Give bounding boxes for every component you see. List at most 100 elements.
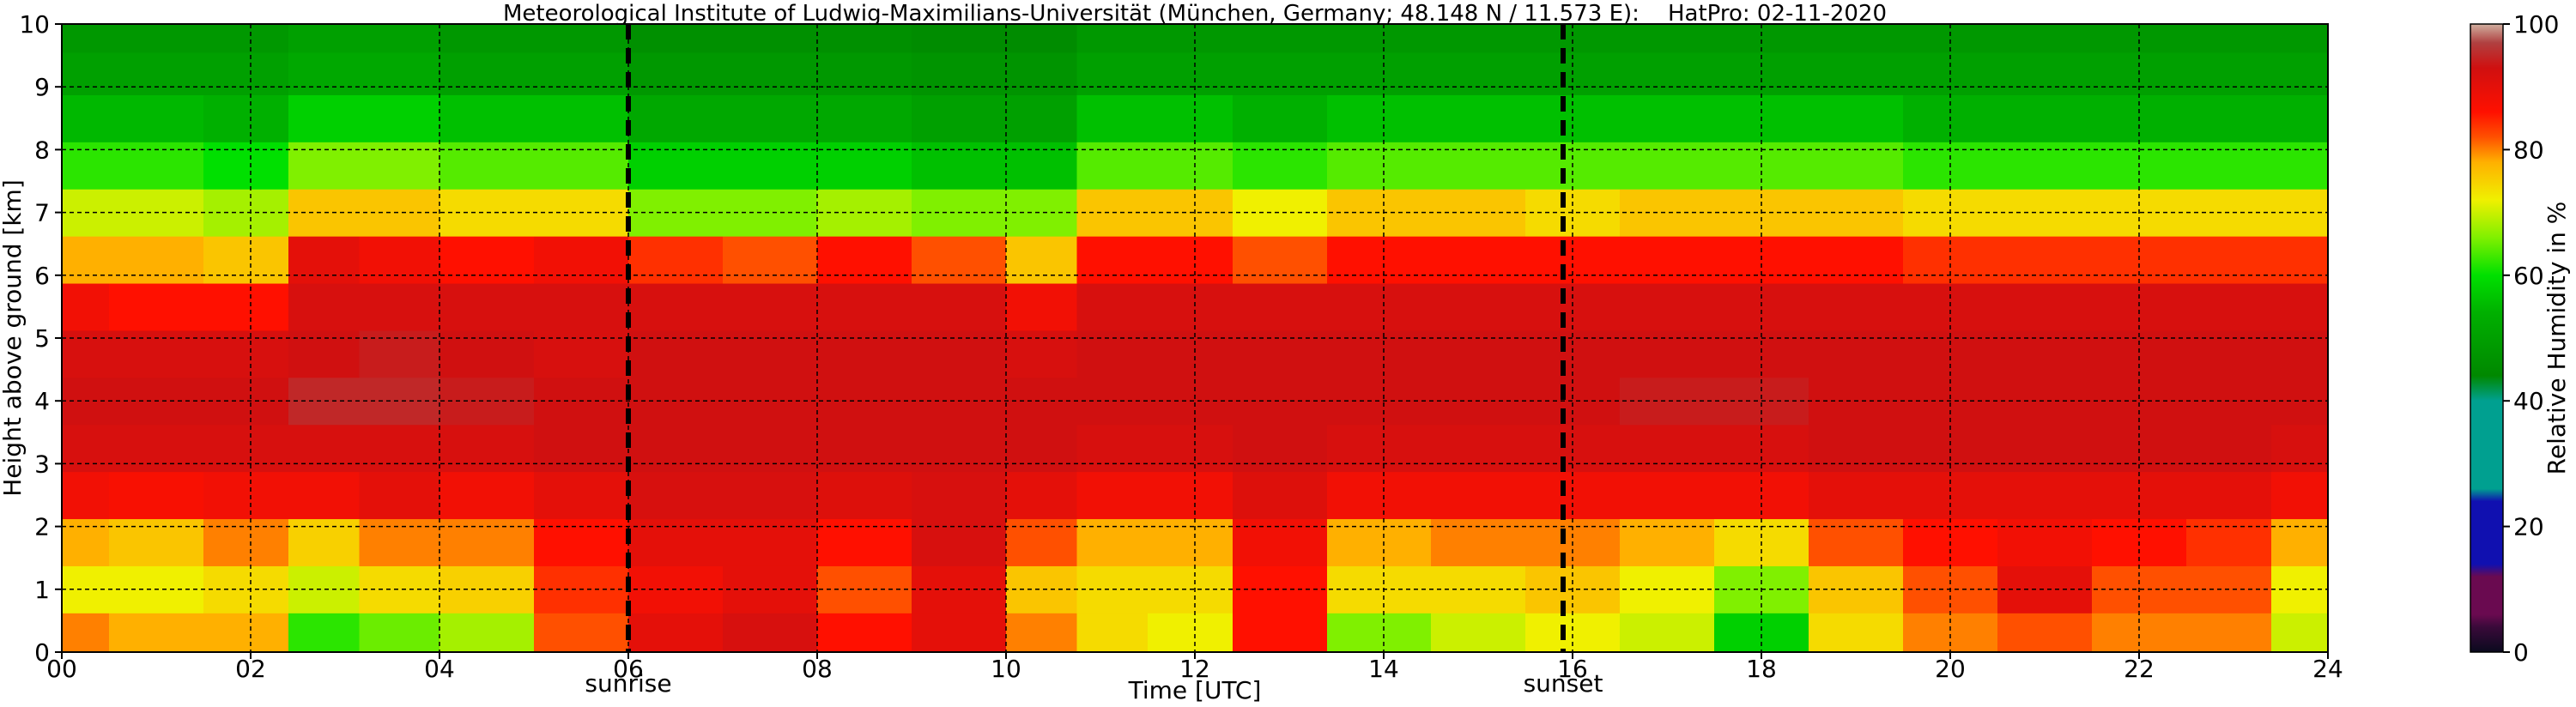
heatmap-cell [1809,236,1904,284]
heatmap-cell [1327,518,1432,566]
heatmap-cell [1997,518,2093,566]
heatmap-cell [1233,471,1328,520]
heatmap-cell [1148,424,1233,473]
heatmap-cell [1809,424,1904,473]
heatmap-cell [1620,282,1715,331]
heatmap-cell [1006,565,1078,613]
heatmap-cell [1620,24,1715,53]
heatmap-cell [288,613,361,652]
heatmap-cell [2271,329,2328,378]
heatmap-cell [1997,236,2093,284]
heatmap-cell [1620,518,1715,566]
heatmap-cell [359,94,440,142]
heatmap-cell [1431,471,1526,520]
heatmap-cell [359,236,440,284]
heatmap-cell [359,24,440,53]
heatmap-cell [1233,565,1328,613]
heatmap-cell [1809,94,1904,142]
y-tick-label: 8 [34,136,50,164]
heatmap-cell [2271,51,2328,95]
heatmap-cell [628,94,724,142]
heatmap-cell [723,424,818,473]
heatmap-cell [1233,94,1328,142]
heatmap-cell [1903,282,1998,331]
heatmap-cell [288,282,361,331]
heatmap-cell [912,236,1007,284]
y-tick-label: 9 [34,73,50,101]
heatmap-cell [817,94,912,142]
heatmap-cell [439,613,535,652]
heatmap-cell [628,51,724,95]
heatmap-cell [534,613,629,652]
colorbar-tick-label: 60 [2513,262,2544,290]
heatmap-cell [1233,51,1328,95]
heatmap-cell [109,282,204,331]
heatmap-cell [817,236,912,284]
heatmap-cell [439,424,535,473]
heatmap-cell [1809,329,1904,378]
heatmap-cell [1006,518,1078,566]
heatmap-cell [723,236,818,284]
heatmap-cell [1997,94,2093,142]
heatmap-cell [1076,51,1149,95]
heatmap-cell [534,329,629,378]
heatmap-cell [723,94,818,142]
heatmap-cell [1809,142,1904,190]
heatmap-cell [109,94,204,142]
heatmap-cell [912,142,1007,190]
heatmap-cell [62,424,110,473]
heatmap-cell [62,613,110,652]
heatmap-cell [817,142,912,190]
heatmap-cell [723,329,818,378]
heatmap-cell [109,142,204,190]
heatmap-cell [1076,471,1149,520]
heatmap-cell [1809,518,1904,566]
y-tick-label: 5 [34,324,50,353]
heatmap-cell [1997,613,2093,652]
heatmap-cell [1076,236,1149,284]
heatmap-cell [1148,142,1233,190]
heatmap-cell [203,51,289,95]
x-tick-label: 12 [1179,655,1210,683]
heatmap-cell [203,424,289,473]
heatmap-cell [2186,142,2272,190]
heatmap-cell [1620,142,1715,190]
heatmap-cell [288,236,361,284]
heatmap-cell [288,94,361,142]
heatmap-cell [203,94,289,142]
heatmap-cell [62,142,110,190]
heatmap-cell [1809,24,1904,53]
heatmap-cell [1620,329,1715,378]
heatmap-cell [1620,189,1715,237]
heatmap-cell [203,24,289,53]
heatmap-cell [534,24,629,53]
heatmap-cell [2271,613,2328,652]
heatmap-cell [359,282,440,331]
heatmap-cell [2271,282,2328,331]
heatmap-cell [2271,24,2328,53]
heatmap-cell [1431,94,1526,142]
heatmap-cell [439,282,535,331]
heatmap-cell [288,24,361,53]
heatmap-cell [439,471,535,520]
heatmap-cell [628,236,724,284]
x-tick-label: 04 [424,655,455,683]
heatmap-cell [203,377,289,426]
heatmap-cell [1327,329,1432,378]
heatmap-cell [288,142,361,190]
heatmap-cell [203,329,289,378]
heatmap-cell [723,471,818,520]
heatmap-cell [1327,471,1432,520]
heatmap-cell [1620,377,1715,426]
heatmap-cell [1076,329,1149,378]
x-tick-label: 06 [613,655,644,683]
heatmap-cell [1714,329,1809,378]
heatmap-cell [1714,282,1809,331]
x-tick-label: 08 [802,655,833,683]
heatmap-cell [2186,471,2272,520]
heatmap-cell [203,471,289,520]
x-axis-label: Time [UTC] [1128,676,1262,704]
heatmap-cell [628,471,724,520]
heatmap-cell [912,613,1007,652]
heatmap-cell [203,282,289,331]
